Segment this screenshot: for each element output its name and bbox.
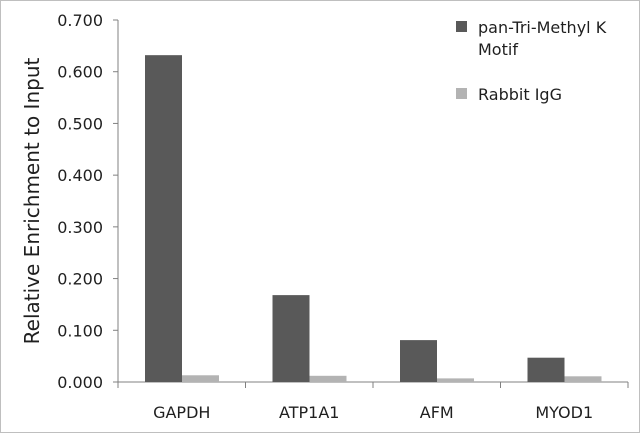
bar xyxy=(437,378,474,382)
y-tick-label: 0.600 xyxy=(57,63,103,82)
legend-swatch xyxy=(456,21,467,32)
bar xyxy=(272,295,310,382)
y-axis-label: Relative Enrichment to Input xyxy=(20,58,44,345)
bar xyxy=(145,55,182,383)
legend-label-line: pan-Tri-Methyl K xyxy=(478,18,607,37)
x-category-label: MYOD1 xyxy=(535,403,593,422)
bar xyxy=(400,340,437,382)
x-axis: GAPDH ATP1A1 AFM MYOD1 xyxy=(117,381,629,422)
legend: pan-Tri-Methyl K Motif Rabbit IgG xyxy=(456,18,607,104)
y-tick-label: 0.200 xyxy=(57,270,103,289)
legend-label-line: Motif xyxy=(478,40,518,59)
legend-label-line: Rabbit IgG xyxy=(478,85,562,104)
y-tick-label: 0.300 xyxy=(57,218,103,237)
y-axis: 0.000 0.100 0.200 0.300 0.400 0.500 0.600 0.700 xyxy=(57,11,119,392)
legend-swatch xyxy=(456,88,467,99)
y-tick-label: 0.100 xyxy=(57,321,103,340)
bar xyxy=(309,375,347,382)
x-category-label: ATP1A1 xyxy=(279,403,339,422)
x-category-label: AFM xyxy=(420,403,454,422)
x-category-label: GAPDH xyxy=(153,403,210,422)
bar xyxy=(527,357,565,382)
y-tick-label: 0.000 xyxy=(57,373,103,392)
y-tick-label: 0.700 xyxy=(57,11,103,30)
y-tick-label: 0.500 xyxy=(57,114,103,133)
legend-label: Rabbit IgG xyxy=(478,85,562,104)
bars xyxy=(145,55,602,383)
y-tick-label: 0.400 xyxy=(57,166,103,185)
legend-label: pan-Tri-Methyl K Motif xyxy=(478,18,607,59)
bar xyxy=(564,376,602,382)
bar xyxy=(182,375,219,382)
